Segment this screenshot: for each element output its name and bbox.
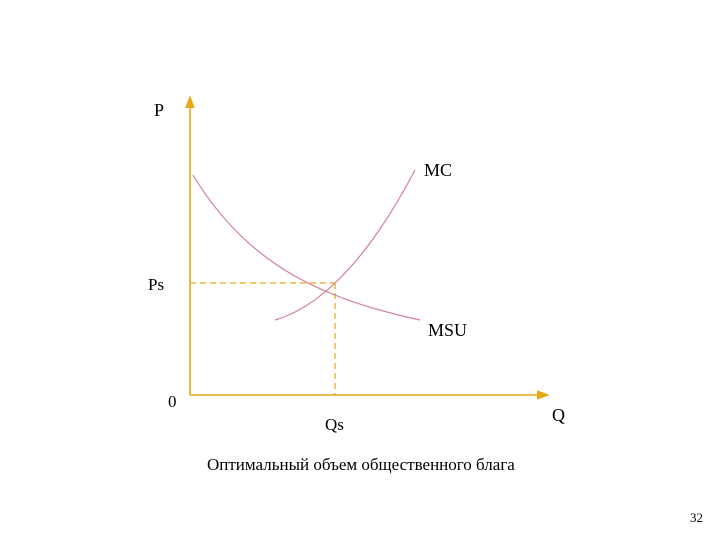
page-number: 32 (690, 510, 703, 526)
curve-mc (275, 170, 415, 320)
axis-label-ps: Ps (148, 275, 164, 295)
curve-label-mc: MC (424, 160, 452, 181)
axis-label-q: Q (552, 405, 565, 426)
chart-caption: Оптимальный объем общественного блага (207, 455, 515, 475)
axis-label-qs: Qs (325, 415, 344, 435)
axis-label-p: P (154, 100, 164, 121)
curve-msu (193, 175, 420, 320)
axis-label-zero: 0 (168, 392, 177, 412)
curve-label-msu: MSU (428, 320, 467, 341)
chart-stage: P Ps 0 Q Qs MC MSU Оптимальный объем общ… (0, 0, 720, 540)
